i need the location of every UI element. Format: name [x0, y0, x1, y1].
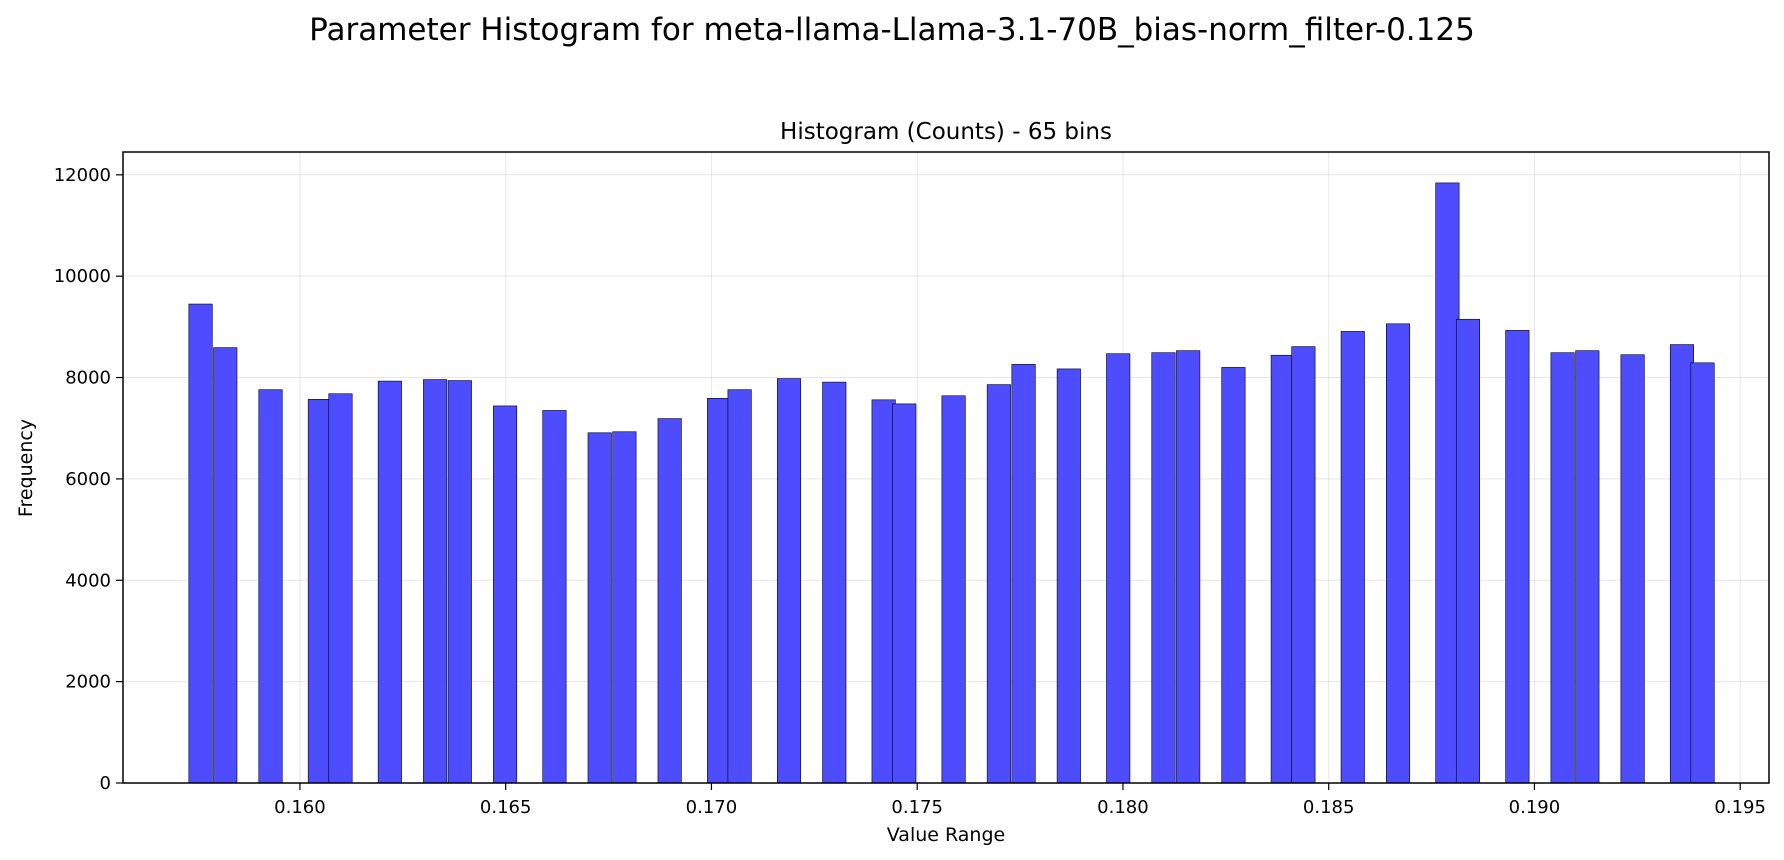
histogram-bar — [941, 395, 966, 784]
x-tick-label: 0.175 — [891, 797, 943, 818]
x-tick-label: 0.165 — [480, 797, 532, 818]
y-axis-label: Frequency — [15, 419, 37, 517]
plot-frame — [122, 151, 1770, 784]
histogram-bar — [1690, 362, 1715, 784]
histogram-bar — [871, 399, 896, 784]
y-tick-label: 6000 — [65, 469, 111, 490]
chart-title: Histogram (Counts) - 65 bins — [780, 119, 1112, 145]
x-tick-label: 0.190 — [1509, 797, 1561, 818]
histogram-bar — [542, 410, 567, 784]
histogram-bar — [1011, 364, 1036, 784]
x-tick-label: 0.170 — [686, 797, 738, 818]
histogram-bar — [1386, 323, 1411, 784]
histogram-bar — [258, 389, 283, 784]
histogram-bar — [1291, 346, 1316, 784]
histogram-bar — [1340, 331, 1365, 784]
chart-suptitle: Parameter Histogram for meta-llama-Llama… — [309, 12, 1475, 48]
histogram-bar — [1455, 318, 1481, 784]
histogram-bar — [892, 403, 917, 784]
x-tick-label: 0.180 — [1097, 797, 1149, 818]
histogram-bar — [1151, 352, 1176, 784]
histogram-bar — [328, 393, 353, 784]
histogram-bar — [1575, 350, 1600, 784]
bars — [188, 182, 1715, 784]
histogram-bar — [1669, 344, 1694, 784]
histogram-bar — [986, 384, 1011, 784]
y-tick-label: 10000 — [54, 266, 111, 287]
histogram-bar — [657, 418, 682, 784]
histogram-bar — [213, 347, 238, 784]
histogram-bar — [447, 380, 472, 784]
histogram-bar — [307, 399, 332, 784]
x-tick-label: 0.185 — [1303, 797, 1355, 818]
y-tick-label: 12000 — [54, 165, 111, 186]
histogram-bar — [1620, 354, 1645, 784]
y-tick-label: 4000 — [65, 570, 111, 591]
histogram-bar — [612, 431, 637, 784]
y-tick-label: 0 — [100, 773, 111, 794]
histogram-bar — [423, 379, 448, 784]
x-axis-ticks: 0.160 0.165 0.170 0.175 0.180 0.185 0.190 0.195 — [274, 783, 1766, 818]
x-tick-label: 0.195 — [1714, 797, 1766, 818]
y-axis-ticks: 0 2000 4000 6000 8000 10000 12000 — [54, 165, 123, 794]
histogram-bar — [822, 381, 847, 784]
histogram-bar — [1435, 182, 1460, 784]
histogram-bar — [1106, 353, 1131, 784]
histogram-bar — [1550, 352, 1575, 784]
x-axis-label: Value Range — [887, 824, 1005, 846]
x-tick-label: 0.160 — [274, 797, 326, 818]
y-tick-label: 8000 — [65, 368, 111, 389]
histogram-bar — [1221, 367, 1246, 784]
histogram-bar — [1176, 350, 1201, 784]
histogram-bar — [587, 432, 612, 784]
histogram-bar — [1505, 330, 1530, 784]
histogram-bar — [493, 405, 518, 784]
histogram-bar — [1270, 354, 1295, 784]
histogram-bar — [776, 378, 802, 784]
histogram-bar — [188, 303, 213, 784]
histogram-bar — [377, 380, 402, 784]
histogram-bar — [727, 389, 752, 784]
y-tick-label: 2000 — [65, 672, 111, 693]
histogram-bar — [707, 398, 732, 784]
histogram-bar — [1056, 368, 1081, 784]
